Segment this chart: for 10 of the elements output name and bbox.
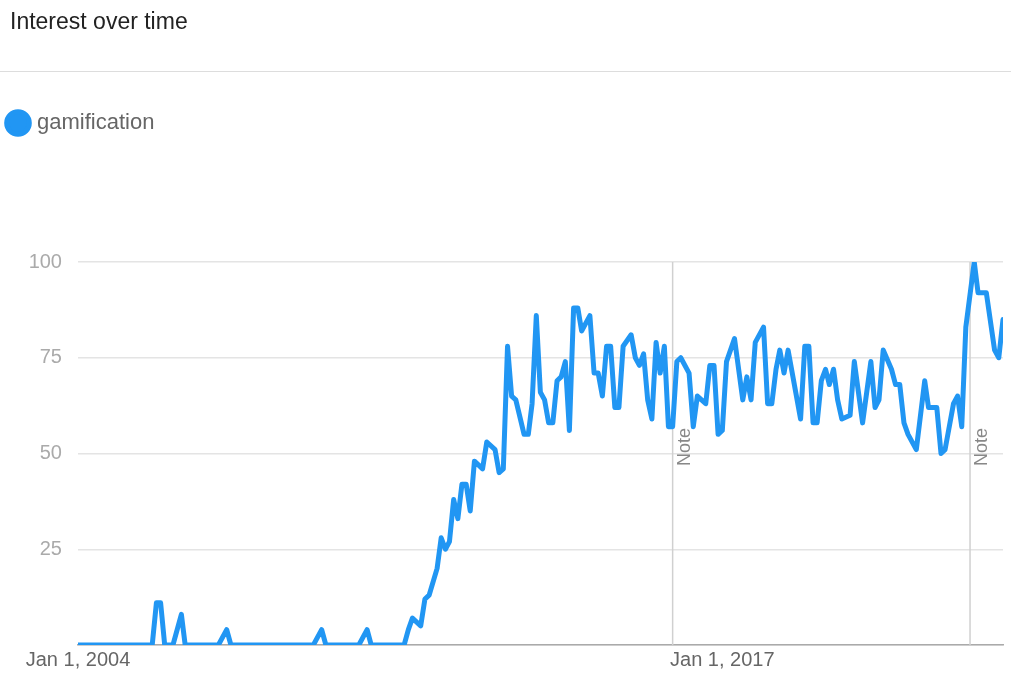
x-tick-label: Jan 1, 2004	[25, 647, 131, 670]
y-tick-label: 75	[39, 345, 62, 368]
y-tick-label: 100	[28, 249, 62, 272]
chart-title: Interest over time	[10, 8, 188, 35]
x-tick-label: Jan 1, 2017	[670, 647, 775, 670]
ref-line-label: Note	[971, 427, 991, 467]
legend-label: gamification	[37, 109, 155, 135]
y-tick-label: 50	[39, 441, 62, 464]
y-tick-label: 25	[39, 536, 62, 559]
ref-line-label: Note	[673, 427, 694, 467]
